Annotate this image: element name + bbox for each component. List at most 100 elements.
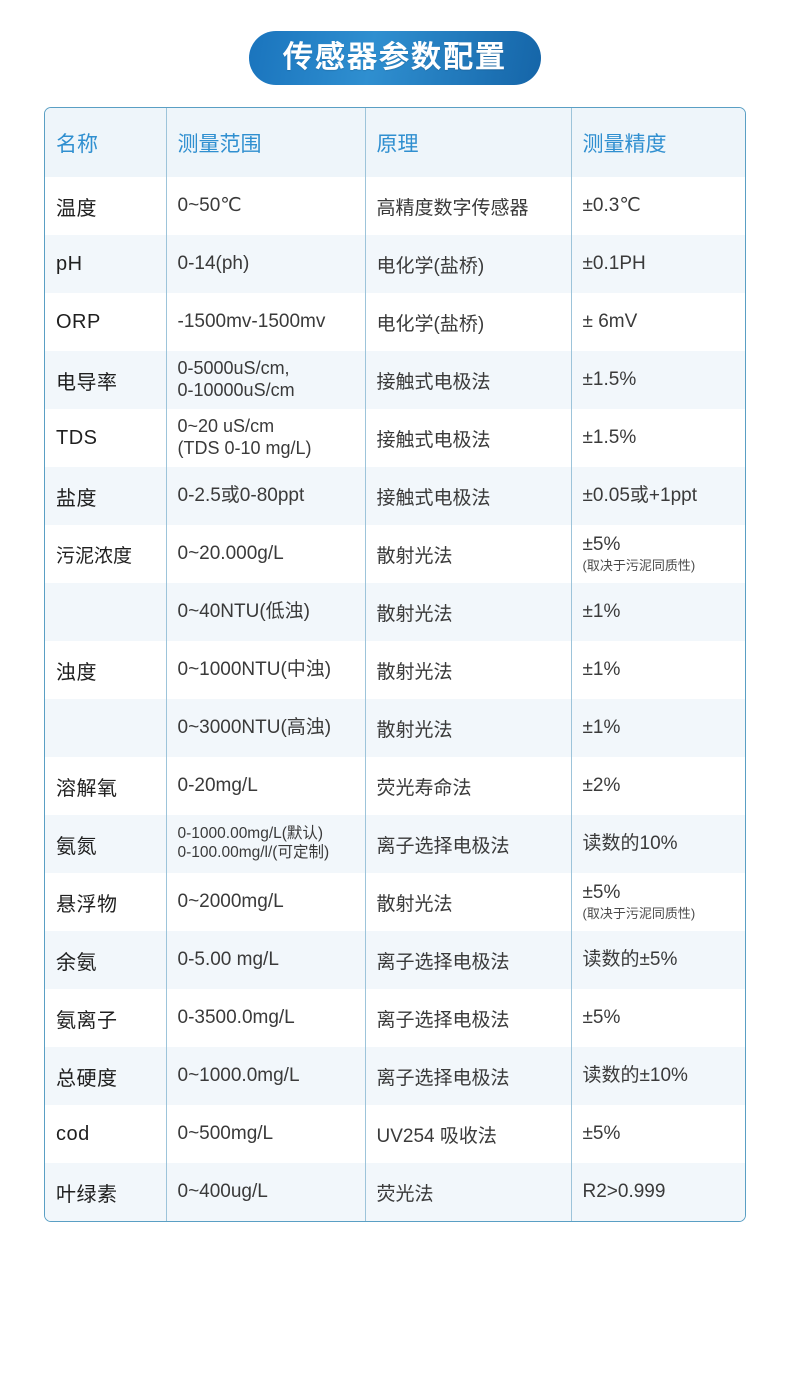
table-row: cod 0~500mg/L UV254 吸收法 ±5% — [45, 1105, 745, 1163]
cell-principle: UV254 吸收法 — [365, 1105, 572, 1163]
cell-principle: 离子选择电极法 — [365, 989, 572, 1047]
table-row: TDS 0~20 uS/cm (TDS 0-10 mg/L) 接触式电极法 ±1.5% — [45, 409, 745, 467]
cell-principle: 散射光法 — [365, 641, 572, 699]
accuracy-note: (取决于污泥同质性) — [582, 905, 696, 921]
accuracy-value: 读数的10% — [582, 832, 678, 854]
cell-measurement-range: 0~500mg/L — [166, 1105, 366, 1163]
column-header-accuracy: 测量精度 — [571, 108, 745, 177]
cell-parameter-name: 温度 — [45, 177, 167, 235]
range-line: 0-100.00mg/l/(可定制) — [177, 844, 330, 861]
cell-principle: 离子选择电极法 — [365, 815, 572, 873]
cell-principle: 接触式电极法 — [365, 467, 572, 525]
cell-accuracy: 读数的10% — [571, 815, 745, 873]
cell-measurement-range: 0~3000NTU(高浊) — [166, 699, 366, 757]
sensor-spec-table: 名称 测量范围 原理 测量精度 温度 0~50℃ 高精度数字传感器 ±0.3℃ pH 0-… — [45, 108, 745, 1221]
accuracy-value: ±1.5% — [582, 368, 637, 390]
range-line: 0-10000uS/cm — [177, 380, 295, 400]
cell-measurement-range: 0~400ug/L — [166, 1163, 366, 1221]
cell-principle: 离子选择电极法 — [365, 1047, 572, 1105]
range-line: 0-5000uS/cm, — [177, 358, 290, 379]
cell-accuracy: ±5% (取决于污泥同质性) — [571, 525, 745, 583]
table-row: 余氨 0-5.00 mg/L 离子选择电极法 读数的±5% — [45, 931, 745, 989]
cell-parameter-name: 盐度 — [45, 467, 167, 525]
cell-measurement-range: 0~50℃ — [166, 177, 366, 235]
table-row: 悬浮物 0~2000mg/L 散射光法 ±5% (取决于污泥同质性) — [45, 873, 745, 931]
cell-accuracy: ±1% — [571, 699, 745, 757]
accuracy-value: ±0.1PH — [582, 252, 646, 274]
accuracy-value: ±1% — [582, 658, 621, 680]
table-row: 浊度 0~1000NTU(中浊) 散射光法 ±1% — [45, 641, 745, 699]
cell-accuracy: ±5% — [571, 1105, 745, 1163]
cell-measurement-range: 0-20mg/L — [166, 757, 366, 815]
cell-accuracy: ±2% — [571, 757, 745, 815]
range-line: (TDS 0-10 mg/L) — [177, 438, 312, 458]
cell-parameter-name: 溶解氧 — [45, 757, 167, 815]
table-row: 总硬度 0~1000.0mg/L 离子选择电极法 读数的±10% — [45, 1047, 745, 1105]
accuracy-value: ±5% — [582, 1006, 621, 1028]
cell-parameter-name: 总硬度 — [45, 1047, 167, 1105]
cell-principle: 电化学(盐桥) — [365, 235, 572, 293]
range-line: 0~500mg/L — [177, 1122, 274, 1144]
table-row: 污泥浓度 0~20.000g/L 散射光法 ±5% (取决于污泥同质性) — [45, 525, 745, 583]
cell-principle: 电化学(盐桥) — [365, 293, 572, 351]
cell-principle: 离子选择电极法 — [365, 931, 572, 989]
range-line: 0~40NTU(低浊) — [177, 600, 311, 622]
accuracy-value: 读数的±10% — [582, 1064, 688, 1086]
cell-measurement-range: 0-5000uS/cm, 0-10000uS/cm — [166, 351, 366, 409]
cell-measurement-range: 0~20.000g/L — [166, 525, 366, 583]
cell-parameter-name: 叶绿素 — [45, 1163, 167, 1221]
range-line: 0-5.00 mg/L — [177, 948, 279, 970]
cell-measurement-range: 0~1000.0mg/L — [166, 1047, 366, 1105]
range-line: 0~1000.0mg/L — [177, 1064, 300, 1086]
table-header: 名称 测量范围 原理 测量精度 — [45, 108, 745, 177]
cell-parameter-name: ORP — [45, 293, 167, 351]
cell-parameter-name: TDS — [45, 409, 167, 467]
cell-measurement-range: 0-14(ph) — [166, 235, 366, 293]
cell-parameter-name: 污泥浓度 — [45, 525, 167, 583]
cell-measurement-range: 0~20 uS/cm (TDS 0-10 mg/L) — [166, 409, 366, 467]
range-line: 0-2.5或0-80ppt — [177, 484, 305, 506]
cell-principle: 接触式电极法 — [365, 409, 572, 467]
table-row: pH 0-14(ph) 电化学(盐桥) ±0.1PH — [45, 235, 745, 293]
cell-accuracy: ±0.3℃ — [571, 177, 745, 235]
table-body: 温度 0~50℃ 高精度数字传感器 ±0.3℃ pH 0-14(ph) 电化学(盐桥) ±0.… — [45, 177, 745, 1221]
title-section: 传感器参数配置 — [0, 0, 790, 85]
table-row: 0~3000NTU(高浊) 散射光法 ±1% — [45, 699, 745, 757]
cell-accuracy: ±1% — [571, 583, 745, 641]
cell-accuracy: ± 6mV — [571, 293, 745, 351]
cell-measurement-range: 0-1000.00mg/L(默认) 0-100.00mg/l/(可定制) — [166, 815, 366, 873]
range-line: 0~20.000g/L — [177, 542, 284, 564]
cell-principle: 散射光法 — [365, 873, 572, 931]
page-title: 传感器参数配置 — [249, 31, 541, 85]
table-row: 0~40NTU(低浊) 散射光法 ±1% — [45, 583, 745, 641]
accuracy-value: ±5% — [582, 1122, 621, 1144]
cell-accuracy: 读数的±10% — [571, 1047, 745, 1105]
range-line: 0-14(ph) — [177, 252, 250, 274]
cell-accuracy: ±5% — [571, 989, 745, 1047]
accuracy-value: R2>0.999 — [582, 1180, 666, 1202]
accuracy-value: ±1% — [582, 600, 621, 622]
table-row: 氨氮 0-1000.00mg/L(默认) 0-100.00mg/l/(可定制) 离子选… — [45, 815, 745, 873]
table-row: 叶绿素 0~400ug/L 荧光法 R2>0.999 — [45, 1163, 745, 1221]
cell-principle: 接触式电极法 — [365, 351, 572, 409]
cell-measurement-range: -1500mv-1500mv — [166, 293, 366, 351]
cell-parameter-name: 悬浮物 — [45, 873, 167, 931]
range-line: 0~20 uS/cm — [177, 416, 275, 437]
cell-principle: 高精度数字传感器 — [365, 177, 572, 235]
cell-parameter-name: 余氨 — [45, 931, 167, 989]
cell-parameter-name: 浊度 — [45, 641, 167, 699]
table-row: 溶解氧 0-20mg/L 荧光寿命法 ±2% — [45, 757, 745, 815]
accuracy-value: ±5% — [582, 533, 621, 555]
accuracy-value: ±2% — [582, 774, 621, 796]
cell-accuracy: ±5% (取决于污泥同质性) — [571, 873, 745, 931]
table-row: 盐度 0-2.5或0-80ppt 接触式电极法 ±0.05或+1ppt — [45, 467, 745, 525]
table-header-row: 名称 测量范围 原理 测量精度 — [45, 108, 745, 177]
accuracy-value: ±1.5% — [582, 426, 637, 448]
range-line: 0~3000NTU(高浊) — [177, 716, 332, 738]
cell-principle: 荧光法 — [365, 1163, 572, 1221]
cell-parameter-name: 电导率 — [45, 351, 167, 409]
cell-principle: 散射光法 — [365, 699, 572, 757]
table-row: ORP -1500mv-1500mv 电化学(盐桥) ± 6mV — [45, 293, 745, 351]
column-header-name: 名称 — [45, 108, 167, 177]
